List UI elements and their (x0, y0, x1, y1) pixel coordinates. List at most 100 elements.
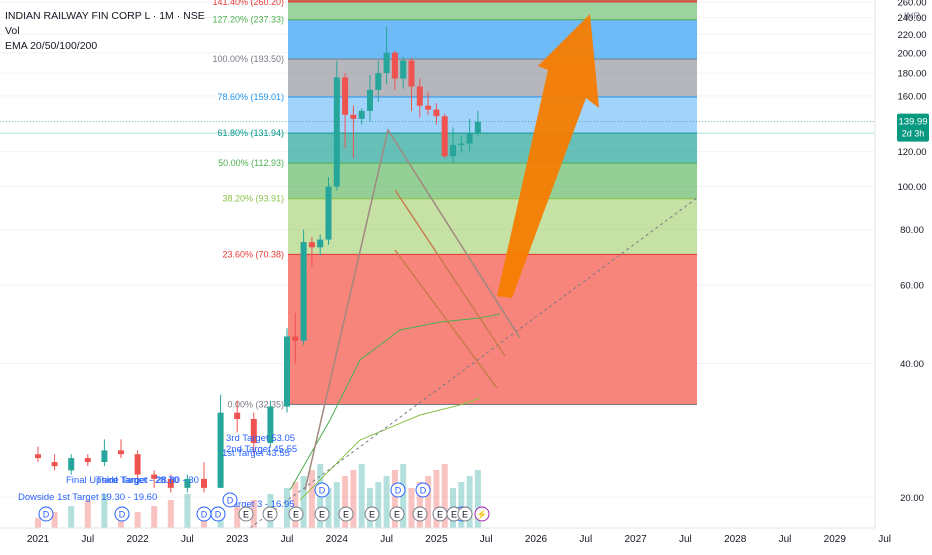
time-tick-label: Jul (779, 534, 792, 545)
time-tick-label: Jul (281, 534, 294, 545)
price-tick-label: 20.00 (900, 493, 924, 504)
fib-zone (288, 0, 697, 2)
candle-body (408, 60, 415, 87)
volume-bar (458, 482, 465, 528)
event-marker: E (364, 506, 380, 522)
time-tick-label: Jul (380, 534, 393, 545)
time-tick-label: 2029 (824, 534, 847, 545)
annotation-text: Third Target - 28.70 (96, 475, 179, 486)
volume-bar (333, 482, 340, 528)
event-marker-label: D (43, 510, 50, 520)
event-marker-circle (314, 506, 330, 522)
annotation-text: 3rd Target 53.05 (226, 433, 295, 444)
candle-body (474, 121, 481, 133)
wedge-upper-line (394, 189, 506, 357)
candle-body (201, 478, 207, 488)
price-tick-label: 60.00 (900, 281, 924, 292)
annotation-text: 2nd Target 45.55 (226, 444, 297, 455)
triangle-pattern (304, 128, 521, 491)
candle-body (68, 458, 75, 471)
event-marker-label: E (267, 510, 273, 520)
event-marker: E (338, 506, 354, 522)
event-marker-circle (390, 482, 406, 498)
last-price-tag (897, 113, 929, 142)
time-tick-label: Jul (480, 534, 493, 545)
annotation-text: Final Upside Target - 28.80 - 30 (66, 475, 199, 486)
fib-level-label: 0.00% (32.35) (227, 399, 284, 409)
volume-bar (474, 470, 481, 528)
event-marker: E (457, 506, 473, 522)
event-marker: D (314, 482, 330, 498)
volume-bar (358, 464, 365, 528)
candle-body (466, 132, 473, 144)
time-tick-label: 2026 (525, 534, 548, 545)
volume-bar (292, 482, 299, 528)
candle-body (367, 89, 373, 111)
event-marker-circle (288, 506, 304, 522)
candle-body (134, 454, 141, 475)
price-tick-label: 160.00 (897, 91, 926, 102)
time-tick-label: Jul (579, 534, 592, 545)
ema-indicator-label[interactable]: EMA 20/50/100/200 (5, 40, 98, 52)
price-tick-label: 180.00 (897, 69, 926, 80)
event-marker-label: E (437, 510, 443, 520)
price-tick-label: 240.00 (897, 13, 926, 24)
event-marker-circle (389, 506, 405, 522)
fib-level-label: 78.60% (159.01) (217, 92, 284, 102)
price-tick-label: 220.00 (897, 30, 926, 41)
event-marker-label: E (394, 510, 400, 520)
volume-bar (284, 488, 290, 528)
event-marker-label: D (227, 496, 234, 506)
candle-body (458, 143, 465, 146)
volume-bar (391, 470, 398, 528)
fib-level-label: 38.20% (93.91) (222, 194, 284, 204)
volume-bar (425, 476, 432, 528)
candle-body (151, 474, 158, 479)
time-tick-label: 2028 (724, 534, 747, 545)
volume-bar (308, 470, 315, 528)
event-marker: D (390, 482, 406, 498)
event-marker: E (412, 506, 428, 522)
volume-bar (184, 494, 191, 528)
candle-body (450, 145, 456, 157)
event-marker-circle (210, 506, 226, 522)
price-tick-label: 100.00 (897, 182, 926, 193)
annotation-text: Dowside 1st Target 19.30 - 19.60 (18, 492, 157, 503)
volume-indicator-label[interactable]: Vol (5, 25, 20, 37)
event-marker-label: D (119, 510, 126, 520)
volume-bar (101, 494, 108, 528)
event-marker-label: E (417, 510, 423, 520)
fib-zone (288, 97, 697, 134)
candle-body (51, 462, 58, 467)
volume-bar (441, 464, 448, 528)
candle-body (350, 114, 357, 119)
candle-body (101, 450, 108, 463)
candle-body (292, 336, 299, 341)
time-tick-label: 2021 (27, 534, 50, 545)
candle-body (400, 60, 407, 79)
candle-body (325, 186, 332, 240)
price-tick-label: 260.00 (897, 0, 926, 9)
candle-body (217, 412, 224, 488)
time-tick-label: Jul (878, 534, 891, 545)
price-axis-background (875, 0, 932, 550)
volume-bar (68, 506, 75, 528)
fib-level-label: 50.00% (112.93) (218, 158, 284, 168)
price-tick-label: 200.00 (897, 48, 926, 59)
event-marker-circle (364, 506, 380, 522)
candle-body (234, 412, 241, 419)
event-marker: E (238, 506, 254, 522)
volume-bar (250, 500, 257, 528)
time-tick-label: Jul (679, 534, 692, 545)
candle-body (425, 105, 432, 110)
candle-body (342, 77, 349, 115)
volume-bar (151, 506, 158, 528)
event-marker-label: E (462, 510, 468, 520)
candle-body (84, 458, 91, 463)
symbol-title: INDIAN RAILWAY FIN CORP L · 1M · NSE (5, 10, 205, 22)
volume-bar (400, 464, 407, 528)
candle-body (35, 454, 41, 459)
event-marker-circle (262, 506, 278, 522)
